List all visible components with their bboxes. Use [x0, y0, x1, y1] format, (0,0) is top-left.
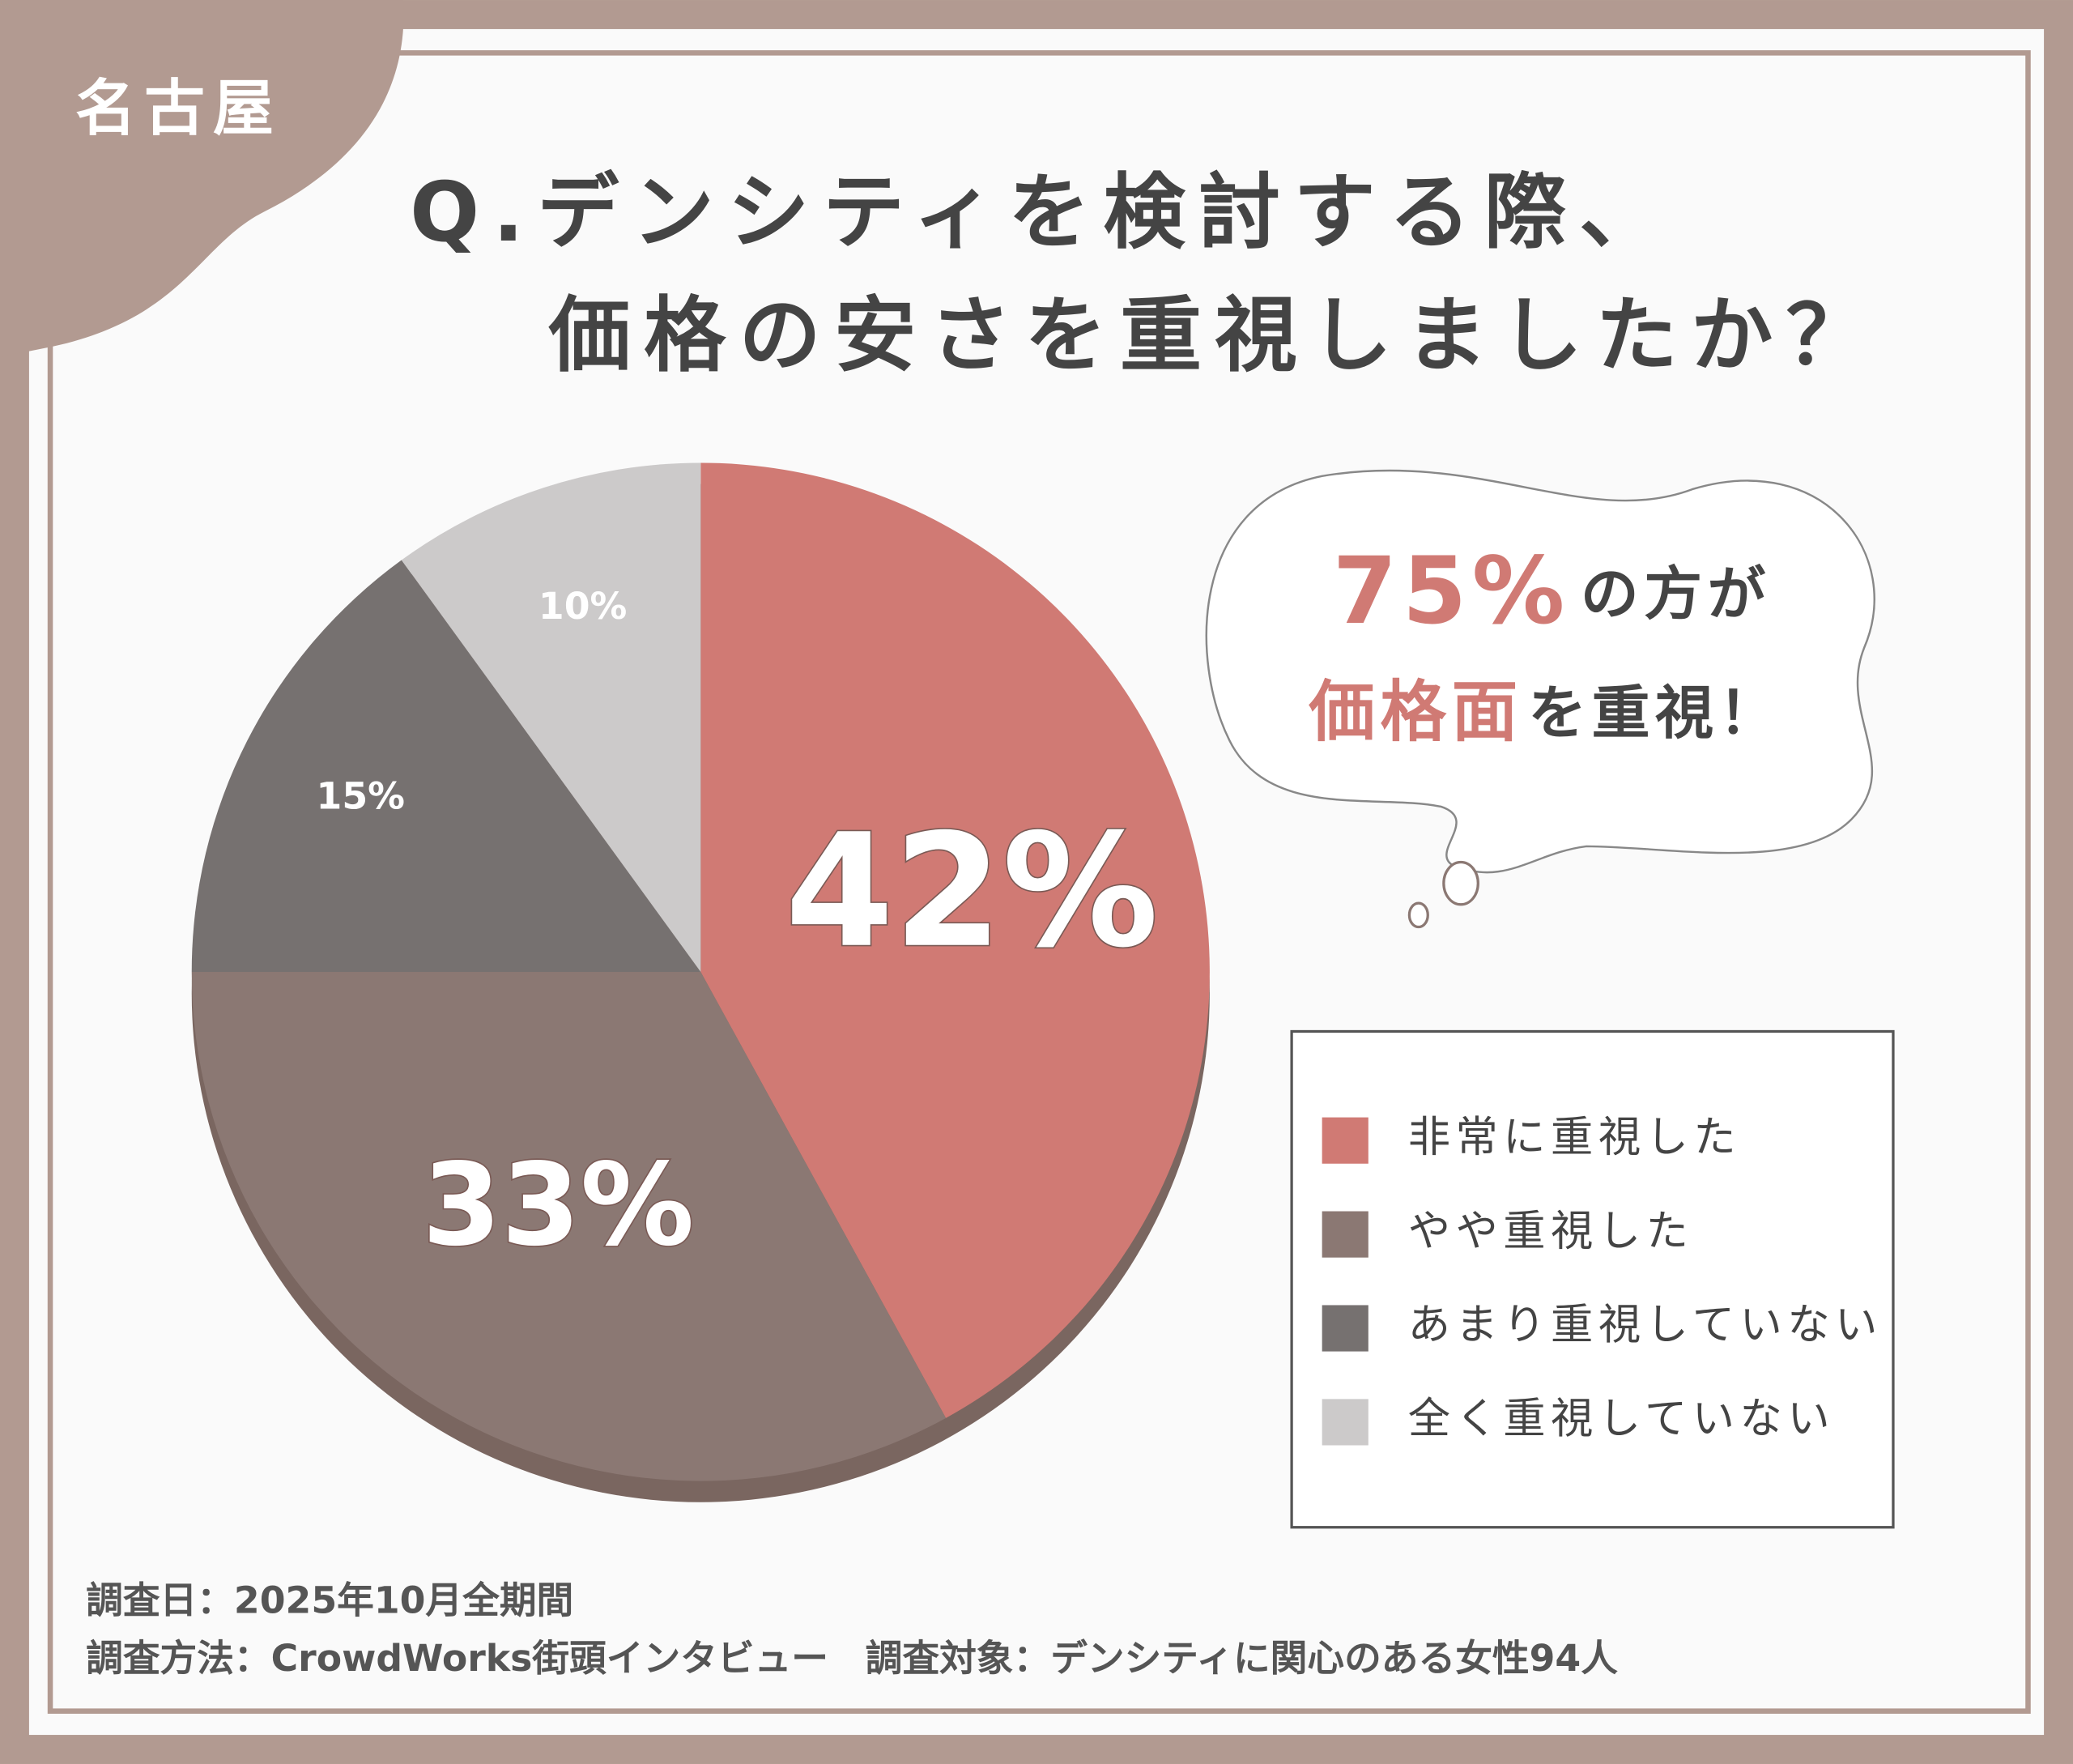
legend-label: 全く重視していない	[1408, 1395, 1835, 1443]
pie: 42% 33% 15% 10%	[191, 462, 1210, 1502]
legend-swatch	[1322, 1399, 1369, 1446]
value-label: 33%	[422, 1140, 694, 1272]
value-label: 42%	[785, 801, 1159, 982]
title-line: Q.デンシティを検討する際、	[410, 164, 1675, 260]
legend-box	[1290, 1029, 1895, 1529]
callout-text: の方が	[1581, 559, 1771, 627]
legend-label: やや重視した	[1408, 1207, 1694, 1255]
bubble-dot	[1442, 860, 1479, 906]
legend-label: あまり重視していない	[1408, 1301, 1883, 1349]
callout-bubble	[1205, 469, 1875, 874]
callout-text: 75% の方が	[1333, 537, 1771, 645]
pie-slice	[401, 462, 701, 973]
value-label: 10%	[538, 585, 627, 628]
callout-text: を重視！	[1528, 678, 1781, 746]
title-line: 価格の安さを重視しましたか？	[548, 288, 1882, 383]
pie-slice	[700, 462, 1210, 1418]
pie-slice	[191, 560, 701, 973]
footer-note: 調査日：2025年10月全期間	[86, 1579, 573, 1621]
legend-label: 非常に重視した	[1408, 1113, 1741, 1161]
footer-note: 調査方法：CrowdWorks街頭インタビュー 調査対象：デンシティに関心のある…	[86, 1637, 1618, 1680]
inner-border	[47, 50, 2031, 1714]
callout-highlight: 価格面	[1308, 674, 1522, 751]
pie-slice	[191, 972, 947, 1481]
callout-highlight: 75%	[1333, 537, 1570, 645]
value-label: 15%	[317, 774, 405, 817]
region-label: 名古屋	[75, 72, 282, 143]
legend-swatch	[1322, 1305, 1369, 1352]
legend-swatch	[1322, 1117, 1369, 1164]
region-tag	[0, 0, 404, 357]
bubble-dot	[1407, 901, 1429, 929]
callout-text: 価格面 を重視！	[1308, 674, 1781, 751]
legend-swatch	[1322, 1211, 1369, 1258]
